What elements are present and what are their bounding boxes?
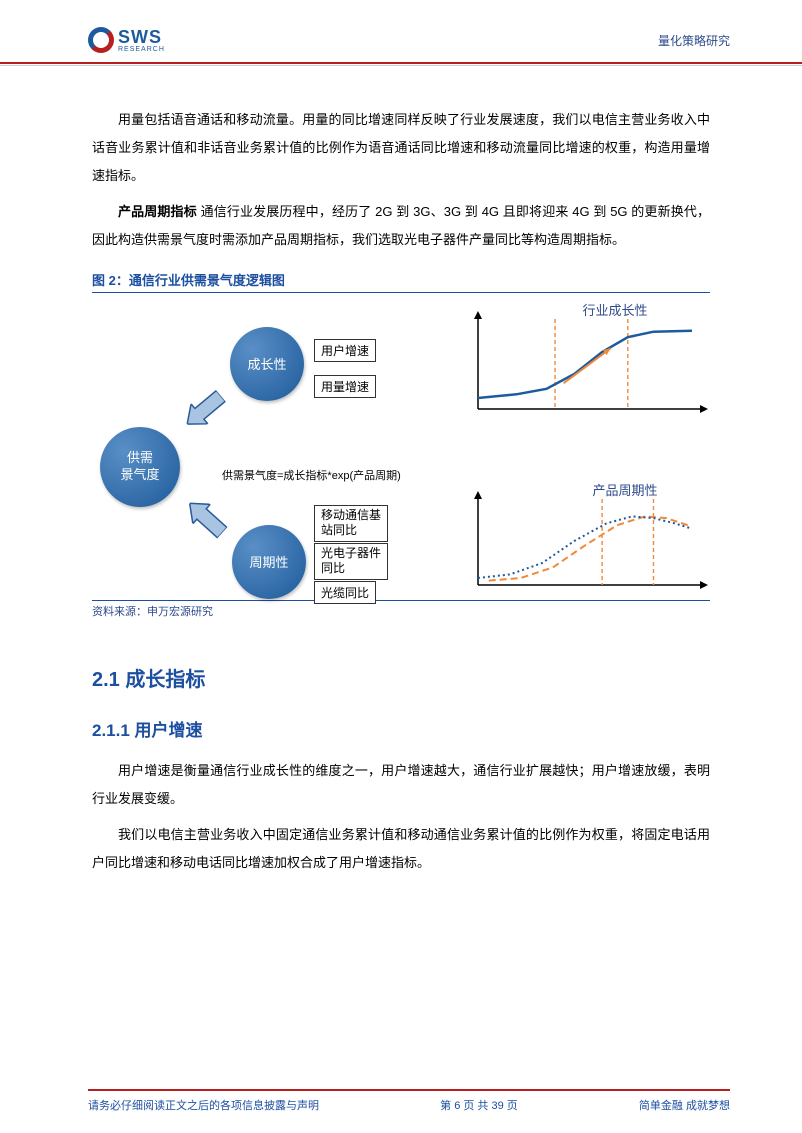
arrow-bottom-icon xyxy=(181,493,231,542)
tag-base-station: 移动通信基 站同比 xyxy=(314,505,388,542)
paragraph-4: 我们以电信主营业务收入中固定通信业务累计值和移动通信业务累计值的比例作为权重，将… xyxy=(92,821,710,877)
footer-rule xyxy=(88,1089,730,1091)
figure-box: 供需 景气度 成长性 周期性 用户增速 用量增速 移动通信基 站同比 光电子器件… xyxy=(92,297,710,599)
node-main-label: 供需 景气度 xyxy=(120,450,159,484)
footer-row: 请务必仔细阅读正文之后的各项信息披露与声明 第 6 页 共 39 页 简单金融 … xyxy=(88,1097,730,1113)
para2-bold: 产品周期指标 xyxy=(118,204,197,219)
figure-bottom-rule xyxy=(92,600,710,601)
node-growth: 成长性 xyxy=(230,327,304,401)
content-area: 用量包括语音通话和移动流量。用量的同比增速同样反映了行业发展速度，我们以电信主营… xyxy=(0,66,802,876)
paragraph-3: 用户增速是衡量通信行业成长性的维度之一，用户增速越大，通信行业扩展越快；用户增速… xyxy=(92,757,710,813)
tag-usage-growth: 用量增速 xyxy=(314,375,376,398)
logo-main: SWS xyxy=(118,28,165,46)
paragraph-1: 用量包括语音通话和移动流量。用量的同比增速同样反映了行业发展速度，我们以电信主营… xyxy=(92,106,710,190)
node-cycle-label: 周期性 xyxy=(249,552,288,571)
figure-source: 资料来源：申万宏源研究 xyxy=(92,603,710,619)
tag-cable: 光缆同比 xyxy=(314,581,376,604)
figure-caption: 图 2：通信行业供需景气度逻辑图 xyxy=(92,270,710,289)
header-category: 量化策略研究 xyxy=(658,32,730,49)
page-footer: 请务必仔细阅读正文之后的各项信息披露与声明 第 6 页 共 39 页 简单金融 … xyxy=(0,1089,802,1133)
arrow-top-icon xyxy=(179,386,229,434)
footer-left: 请务必仔细阅读正文之后的各项信息披露与声明 xyxy=(88,1097,319,1113)
node-cycle: 周期性 xyxy=(232,525,306,599)
heading-2-1-1: 2.1.1 用户增速 xyxy=(92,716,710,741)
header-rule xyxy=(0,62,802,64)
footer-center: 第 6 页 共 39 页 xyxy=(440,1097,518,1113)
node-growth-label: 成长性 xyxy=(247,354,286,373)
svg-text:行业成长性: 行业成长性 xyxy=(582,303,647,318)
logo-mark-icon xyxy=(88,27,114,53)
footer-right: 简单金融 成就梦想 xyxy=(639,1097,730,1113)
logo-text: SWS RESEARCH xyxy=(118,28,165,53)
growth-chart: 行业成长性 xyxy=(460,303,710,423)
tag-user-growth: 用户增速 xyxy=(314,339,376,362)
cycle-chart: 产品周期性 xyxy=(460,483,710,599)
heading-2-1: 2.1 成长指标 xyxy=(92,663,710,692)
formula-text: 供需景气度=成长指标*exp(产品周期) xyxy=(222,467,401,483)
page-header: SWS RESEARCH 量化策略研究 xyxy=(0,0,802,62)
paragraph-2: 产品周期指标 通信行业发展历程中，经历了 2G 到 3G、3G 到 4G 且即将… xyxy=(92,198,710,254)
node-main: 供需 景气度 xyxy=(100,427,180,507)
logo: SWS RESEARCH xyxy=(88,27,165,53)
svg-text:产品周期性: 产品周期性 xyxy=(592,483,657,498)
figure-top-rule xyxy=(92,292,710,293)
logo-sub: RESEARCH xyxy=(118,46,165,53)
tag-optoelectronic: 光电子器件 同比 xyxy=(314,543,388,580)
